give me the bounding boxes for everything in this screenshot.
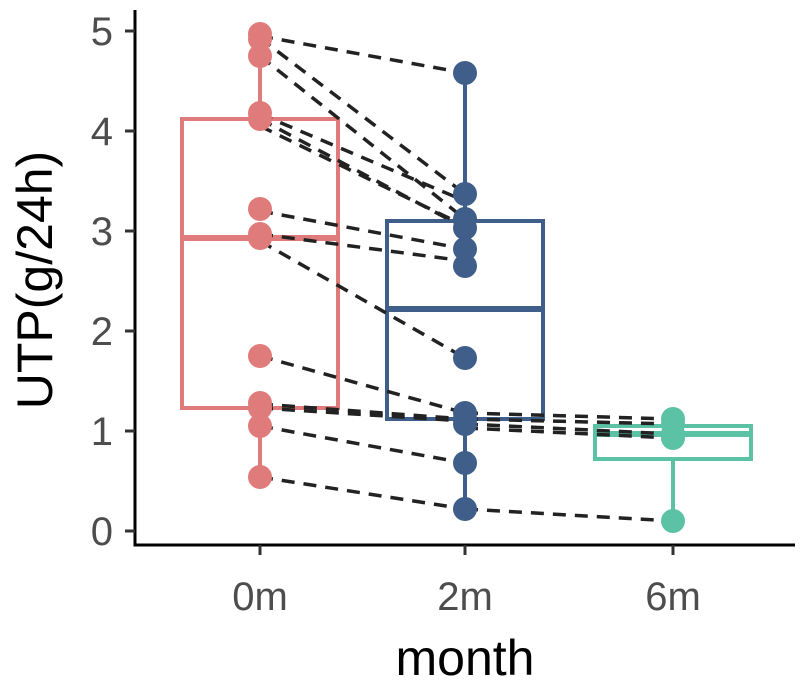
paired-line-3 <box>259 112 466 203</box>
x-tick-label-2m: 2m <box>437 575 493 619</box>
paired-lines-layer <box>258 34 674 523</box>
y-tick-label-5: 5 <box>91 10 113 54</box>
y-tick-label-1: 1 <box>91 410 113 454</box>
y-tick-label-4: 4 <box>91 110 113 154</box>
x-tick-label-0m: 0m <box>232 575 288 619</box>
point-2m-10 <box>453 451 477 475</box>
paired-line-9 <box>259 354 466 415</box>
point-0m-8 <box>248 344 272 368</box>
point-2m-1 <box>453 182 477 206</box>
paired-line-6 <box>259 209 466 251</box>
point-2m-3 <box>453 216 477 240</box>
point-6m-4 <box>661 509 685 533</box>
point-2m-5 <box>453 254 477 278</box>
point-0m-2 <box>248 44 272 68</box>
paired-line-8 <box>259 239 466 360</box>
y-tick-label-0: 0 <box>91 510 113 554</box>
point-0m-7 <box>248 226 272 250</box>
y-tick-label-2: 2 <box>91 310 113 354</box>
x-axis-title: month <box>396 630 535 683</box>
point-0m-1 <box>248 27 272 51</box>
paired-line-11 <box>259 406 466 423</box>
box-2m <box>385 73 545 509</box>
point-0m-11 <box>248 414 272 438</box>
paired-line-13 <box>259 475 466 511</box>
paired-line-0 <box>259 34 466 75</box>
point-2m-4 <box>453 237 477 261</box>
point-0m-10 <box>248 396 272 420</box>
y-tick-label-3: 3 <box>91 210 113 254</box>
paired-line-18 <box>464 507 674 523</box>
point-6m-3 <box>661 426 685 450</box>
paired-line-1 <box>258 36 467 196</box>
paired-line-4 <box>259 117 466 230</box>
paired-line-10 <box>259 402 466 421</box>
points-layer <box>248 22 685 533</box>
y-axis-title: UTP(g/24h) <box>7 151 63 409</box>
paired-line-17 <box>464 426 674 440</box>
paired-line-12 <box>259 424 466 465</box>
point-2m-6 <box>453 346 477 370</box>
point-2m-0 <box>453 61 477 85</box>
ticks-layer: 0 1 2 3 4 5 0m 2m 6m <box>91 10 701 619</box>
point-2m-11 <box>453 497 477 521</box>
point-0m-12 <box>248 465 272 489</box>
point-0m-5 <box>248 197 272 221</box>
paired-line-2 <box>258 54 467 221</box>
paired-line-16 <box>464 422 674 436</box>
paired-line-7 <box>259 232 466 263</box>
point-0m-4 <box>248 107 272 131</box>
x-tick-label-6m: 6m <box>645 575 701 619</box>
paired-line-15 <box>464 417 674 426</box>
point-2m-9 <box>453 412 477 436</box>
paired-line-14 <box>464 411 674 421</box>
paired-line-5 <box>259 124 466 228</box>
